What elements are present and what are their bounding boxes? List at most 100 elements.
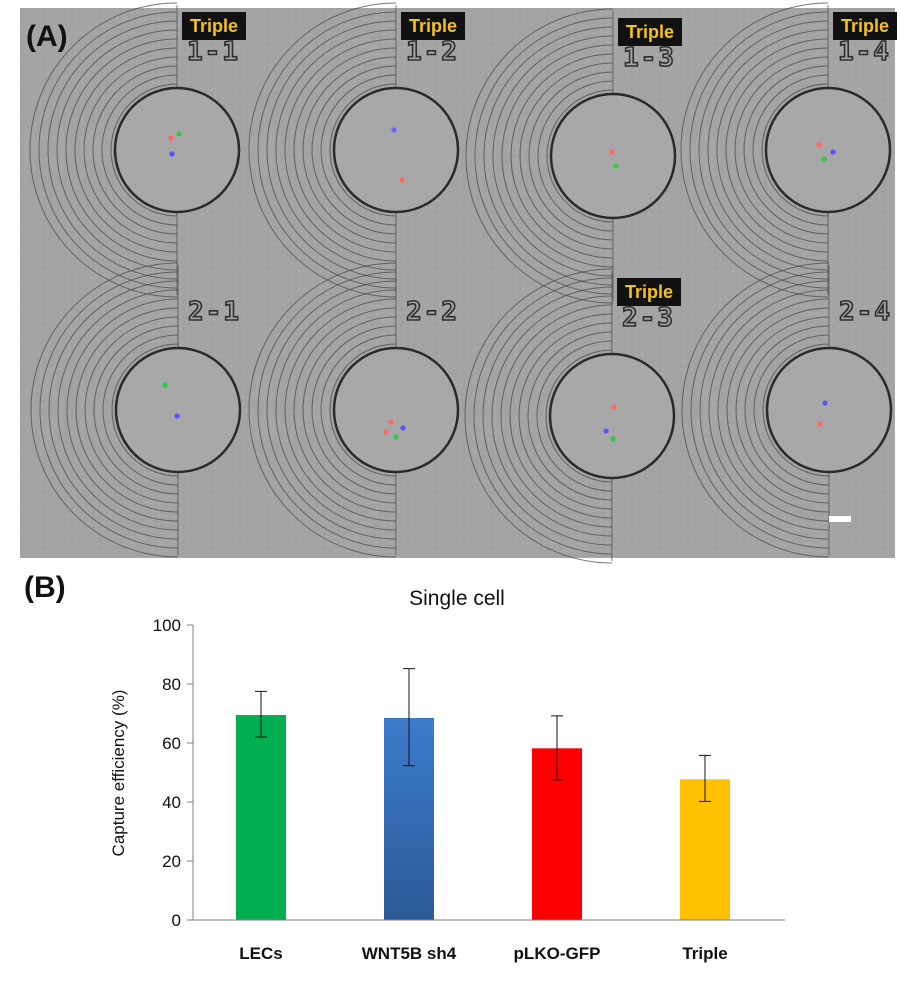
serpentine-channel	[465, 8, 614, 304]
y-axis-ticks: 0 20 40 60 80 100	[153, 616, 193, 930]
serpentine-channel	[293, 307, 397, 513]
fluorescent-cell	[174, 413, 180, 419]
y-tick-label: 0	[172, 911, 181, 930]
fluorescent-cell	[611, 404, 617, 410]
serpentine-channel	[491, 295, 613, 537]
fluorescent-cell	[388, 419, 394, 425]
bars	[236, 714, 730, 920]
serpentine-channel	[275, 289, 397, 531]
capture-chamber	[332, 86, 460, 214]
serpentine-channel	[66, 298, 179, 522]
serpentine-channel	[753, 334, 830, 486]
serpentine-channel	[266, 280, 397, 540]
category-label: WNT5B sh4	[362, 944, 457, 963]
serpentine-channel	[284, 298, 397, 522]
serpentine-channel	[320, 334, 397, 486]
bar-triple	[680, 779, 730, 920]
serpentine-channel	[302, 56, 397, 244]
serpentine-channel	[93, 325, 179, 495]
triple-badge-label: Triple	[625, 282, 673, 302]
serpentine-channel	[248, 2, 397, 298]
serpentine-channel	[65, 38, 178, 262]
serpentine-channel	[473, 277, 613, 555]
scale-bar	[829, 516, 851, 522]
fluorescent-cell	[400, 425, 406, 431]
serpentine-channel	[735, 316, 830, 504]
serpentine-channel	[320, 74, 397, 226]
error-bar	[255, 690, 267, 738]
serpentine-channel	[110, 83, 178, 217]
triple-badge	[401, 12, 465, 40]
capture-chamber	[113, 86, 241, 214]
error-bar	[699, 754, 711, 802]
chamber-id-label: 1-1	[187, 37, 240, 67]
serpentine-channel	[519, 62, 614, 250]
fluorescent-cell	[821, 156, 827, 162]
panel-a-label: (A)	[26, 20, 68, 53]
serpentine-channel	[75, 307, 179, 513]
serpentine-channel	[474, 17, 614, 295]
chamber-2-2: 2-2	[248, 262, 460, 558]
error-bar	[403, 668, 415, 767]
serpentine-channel	[302, 316, 397, 504]
y-tick-label: 80	[162, 675, 181, 694]
x-axis-categories: LECs WNT5B sh4 pLKO-GFP Triple	[239, 944, 727, 963]
serpentine-channel	[537, 80, 614, 232]
fluorescent-cell	[162, 382, 168, 388]
serpentine-channel	[482, 286, 613, 546]
serpentine-channel	[761, 83, 829, 217]
fluorescent-cell	[399, 177, 405, 183]
chamber-id-label: 2-1	[188, 297, 241, 327]
y-axis-label: Capture efficiency (%)	[109, 690, 128, 857]
serpentine-channel	[726, 307, 830, 513]
serpentine-channel	[527, 331, 613, 501]
bar-chart: 0 20 40 60 80 100 LECs WNT5B sh4 pLKO-GFP Triple	[153, 616, 785, 963]
serpentine-channel	[39, 271, 179, 549]
capture-chamber	[548, 352, 676, 480]
serpentine-channel	[545, 349, 613, 483]
serpentine-channel	[275, 29, 397, 271]
chamber-2-1: 2-1	[30, 262, 242, 558]
triple-badge-label: Triple	[409, 16, 457, 36]
triple-badge-label: Triple	[190, 16, 238, 36]
serpentine-channel	[483, 26, 614, 286]
fluorescent-cell	[169, 151, 175, 157]
serpentine-channel	[734, 56, 829, 244]
serpentine-channel	[30, 262, 179, 558]
category-label: pLKO-GFP	[514, 944, 601, 963]
triple-badge	[618, 18, 682, 46]
serpentine-channel	[293, 47, 397, 253]
serpentine-channel	[47, 20, 178, 280]
serpentine-channel	[744, 325, 830, 495]
serpentine-channel	[102, 334, 179, 486]
serpentine-channel	[311, 65, 397, 235]
fluorescent-cell	[822, 400, 828, 406]
serpentine-channel	[699, 280, 830, 540]
serpentine-channel	[689, 11, 829, 289]
fluorescent-cell	[393, 434, 399, 440]
fluorescent-cell	[816, 142, 822, 148]
capture-chamber	[549, 92, 677, 220]
serpentine-channel	[56, 29, 178, 271]
serpentine-channel	[57, 289, 179, 531]
fluorescent-cell	[830, 149, 836, 155]
serpentine-channel	[762, 343, 830, 477]
chamber-id-label: 2-2	[406, 297, 459, 327]
fluorescent-cell	[391, 127, 397, 133]
serpentine-channel	[38, 11, 178, 289]
triple-badge-label: Triple	[841, 16, 889, 36]
serpentine-channel	[681, 262, 830, 558]
serpentine-channel	[464, 268, 613, 564]
fluorescent-cell	[383, 429, 389, 435]
serpentine-channel	[501, 44, 614, 268]
bar-lecs	[236, 714, 286, 920]
fluorescent-cell	[613, 163, 619, 169]
error-bars	[255, 668, 711, 802]
micrograph-background	[20, 8, 895, 558]
fluorescent-cell	[603, 428, 609, 434]
